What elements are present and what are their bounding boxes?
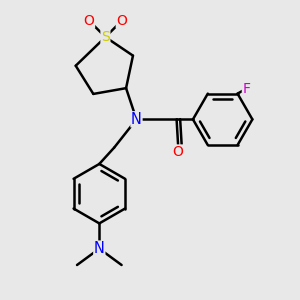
Text: O: O [116, 14, 127, 28]
Text: O: O [172, 145, 184, 159]
Text: O: O [84, 14, 94, 28]
Text: S: S [101, 30, 110, 44]
Text: F: F [242, 82, 250, 96]
Text: N: N [94, 241, 105, 256]
Text: N: N [131, 112, 142, 127]
